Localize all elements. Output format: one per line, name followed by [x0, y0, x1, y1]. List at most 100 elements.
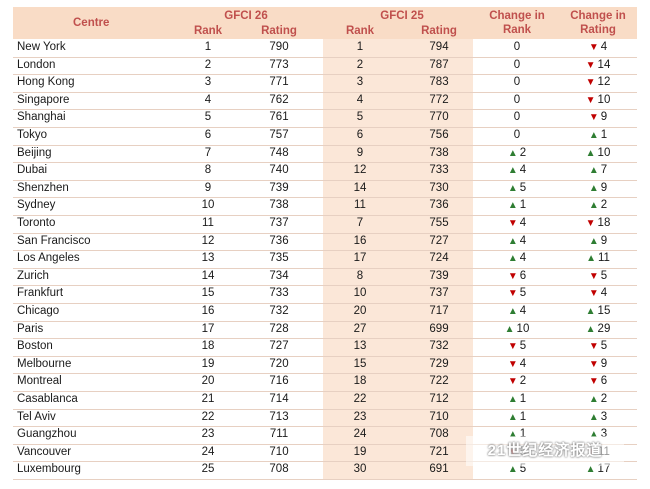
rating-25-cell: 710 — [429, 410, 449, 423]
arrow-up-icon: ▲ — [588, 200, 599, 212]
arrow-up-icon: ▲ — [504, 323, 515, 335]
rank-26-cell: 11 — [202, 217, 214, 229]
header-band — [13, 7, 637, 39]
rating-25-cell: 736 — [429, 199, 449, 212]
arrow-down-icon: ▼ — [507, 376, 518, 388]
rating-25-cell: 772 — [429, 93, 449, 106]
rating-26-cell: 761 — [269, 111, 289, 124]
table-row: London 2 773 2 787 0 ▼ 14 — [13, 57, 637, 76]
rating-26-cell: 771 — [269, 76, 289, 89]
rating-26-cell: 738 — [269, 199, 289, 212]
change-value: 9 — [600, 357, 608, 370]
arrow-up-icon: ▲ — [585, 306, 596, 317]
rating-26-cell: 735 — [269, 252, 289, 265]
arrow-up-icon: ▲ — [585, 147, 596, 159]
rating-26-cell: 708 — [269, 463, 289, 476]
arrow-up-icon: ▲ — [507, 200, 518, 212]
centre-cell: Melbourne — [17, 357, 72, 370]
table-row: Shanghai 5 761 5 770 0 ▼ 9 — [13, 109, 637, 128]
change-rating-cell: ▲ 9 — [559, 180, 637, 198]
table-row: Dubai 8 740 12 733 ▲ 4 ▲ 7 — [13, 162, 637, 181]
change-rating-cell: ▲ 29 — [559, 321, 637, 339]
rating-25-cell: 737 — [429, 287, 449, 300]
rating-26-cell: 733 — [269, 287, 289, 300]
change-rating-cell: ▲ 2 — [559, 197, 637, 215]
rank-25-cell: 8 — [356, 269, 364, 282]
centre-cell: London — [17, 58, 56, 71]
rating-26-cell: 757 — [269, 129, 289, 141]
change-value: 10 — [516, 322, 530, 335]
centre-cell: Sydney — [17, 199, 56, 212]
rank-26-cell: 15 — [201, 287, 215, 300]
rating-26-cell: 728 — [269, 322, 289, 335]
change-rating-cell: ▼ 9 — [559, 356, 637, 374]
arrow-down-icon: ▼ — [585, 59, 596, 71]
change-rank-cell: ▲ 4 — [479, 233, 555, 251]
change-rank-cell: 0 — [479, 74, 555, 92]
arrow-down-icon: ▼ — [585, 218, 596, 229]
arrow-up-icon: ▲ — [588, 429, 599, 441]
rank-25-cell: 18 — [353, 375, 367, 388]
change-value: 2 — [600, 199, 608, 212]
change-rank-cell: 0 — [479, 39, 555, 57]
rating-26-cell: 740 — [269, 164, 289, 177]
table-row: New York 1 790 1 794 0 ▼ 4 — [13, 39, 637, 58]
rating-26-cell: 734 — [269, 269, 289, 282]
change-value: 0 — [513, 111, 521, 124]
table-row: Zurich 14 734 8 739 ▼ 6 ▼ 5 — [13, 268, 637, 287]
centre-cell: Luxembourg — [17, 463, 81, 476]
change-rating-cell: ▲ 3 — [559, 409, 637, 427]
table-row: Luxembourg 25 708 30 691 ▲ 5 ▲ 17 — [13, 461, 637, 480]
change-rating-cell: ▼ 18 — [559, 215, 637, 233]
table-row: Chicago 16 732 20 717 ▲ 4 ▲ 15 — [13, 303, 637, 322]
rank-26-cell: 21 — [201, 393, 215, 405]
change-rating-cell: ▼ 12 — [559, 74, 637, 92]
rating-25-cell: 733 — [429, 164, 449, 177]
centre-cell: Paris — [17, 322, 44, 335]
rank-25-cell: 1 — [356, 41, 364, 53]
centre-cell: Hong Kong — [17, 76, 75, 89]
table-row: Paris 17 728 27 699 ▲ 10 ▲ 29 — [13, 321, 637, 340]
rank-26-cell: 18 — [201, 340, 215, 353]
header-change-rating: Change in Rating — [570, 10, 626, 36]
table-row: Beijing 7 748 9 738 ▲ 2 ▲ 10 — [13, 145, 637, 164]
arrow-up-icon: ▲ — [588, 411, 599, 423]
table-row: Hong Kong 3 771 3 783 0 ▼ 12 — [13, 74, 637, 93]
arrow-up-icon: ▲ — [507, 182, 518, 194]
header-gfci26: GFCI 26 — [224, 10, 268, 22]
change-rating-cell: ▼ 9 — [559, 109, 637, 127]
table-row: Los Angeles 13 735 17 724 ▲ 4 ▲ 11 — [13, 250, 637, 269]
change-value: 5 — [600, 269, 608, 282]
arrow-down-icon: ▼ — [588, 42, 599, 53]
centre-cell: New York — [17, 41, 66, 53]
change-value: 9 — [600, 181, 608, 194]
change-rating-cell: ▲ 17 — [559, 461, 637, 479]
rating-25-cell: 724 — [429, 252, 449, 265]
change-value: 0 — [513, 76, 521, 89]
rank-25-cell: 3 — [356, 76, 364, 89]
change-value: 7 — [600, 164, 608, 177]
arrow-down-icon: ▼ — [585, 77, 596, 89]
table-row: Shenzhen 9 739 14 730 ▲ 5 ▲ 9 — [13, 180, 637, 199]
table-row: Guangzhou 23 711 24 708 ▲ 1 ▲ 3 — [13, 426, 637, 445]
change-value: 5 — [600, 340, 608, 353]
rank-26-cell: 24 — [201, 445, 215, 458]
table-row: Boston 18 727 13 732 ▼ 5 ▼ 5 — [13, 338, 637, 357]
change-value: 15 — [597, 305, 611, 317]
arrow-down-icon: ▼ — [507, 218, 518, 229]
arrow-up-icon: ▲ — [507, 429, 518, 441]
change-value: 2 — [519, 375, 527, 388]
change-rank-cell: ▲ 10 — [479, 321, 555, 339]
change-rank-cell: ▲ 4 — [479, 250, 555, 268]
rank-25-cell: 20 — [353, 305, 367, 317]
change-rank-cell: ▲ 2 — [479, 145, 555, 163]
header-centre: Centre — [73, 17, 110, 29]
change-value: 5 — [519, 463, 527, 476]
arrow-up-icon: ▲ — [507, 394, 518, 405]
centre-cell: Shenzhen — [17, 181, 69, 194]
change-value: 4 — [519, 217, 527, 229]
arrow-up-icon: ▲ — [507, 253, 518, 265]
change-rating-cell: ▲ 10 — [559, 145, 637, 163]
change-value: 10 — [597, 146, 611, 159]
rank-25-cell: 27 — [353, 322, 367, 335]
